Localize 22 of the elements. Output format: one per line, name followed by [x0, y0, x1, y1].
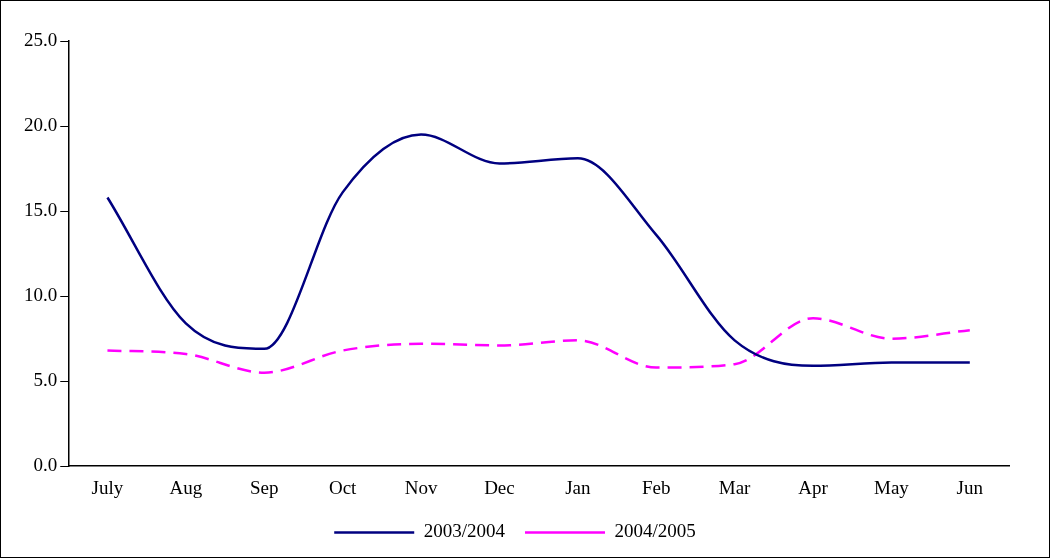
x-tick-label: Sep — [249, 476, 279, 498]
x-tick-label: Aug — [169, 476, 203, 498]
x-tick-label: May — [873, 476, 910, 498]
x-tick-label: Apr — [798, 476, 829, 498]
x-tick-label: Feb — [641, 476, 671, 498]
line-series — [106, 316, 972, 374]
y-tick-label: 0.0 — [33, 454, 58, 476]
legend-label: 2004/2005 — [614, 520, 696, 542]
y-tick-label: 25.0 — [24, 28, 58, 50]
x-tick-label: July — [91, 476, 124, 498]
legend-label: 2003/2004 — [423, 520, 506, 542]
y-tick-label: 10.0 — [24, 284, 58, 306]
y-tick-label: 15.0 — [24, 199, 58, 221]
x-tick-label: Jan — [565, 476, 591, 498]
x-tick-label: Mar — [718, 476, 752, 498]
y-tick-label: 5.0 — [33, 369, 58, 391]
y-tick-label: 20.0 — [24, 114, 58, 136]
x-tick-label: Nov — [404, 476, 438, 498]
x-tick-label: Oct — [328, 476, 358, 498]
line-series — [106, 133, 972, 368]
x-tick-label: Dec — [484, 476, 515, 498]
x-tick-label: Jun — [956, 476, 984, 498]
